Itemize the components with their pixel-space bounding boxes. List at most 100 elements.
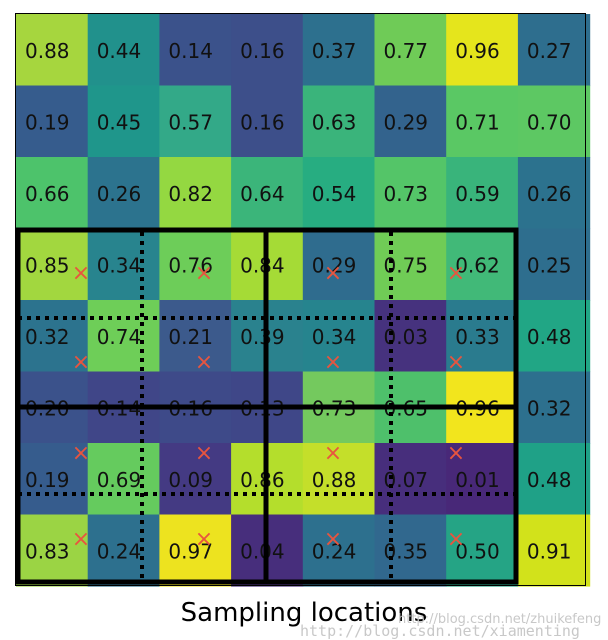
grid-value: 0.29 — [312, 253, 357, 277]
grid-value: 0.16 — [240, 110, 285, 134]
grid-value: 0.96 — [455, 39, 500, 63]
grid-cell — [517, 443, 591, 516]
grid-cell — [159, 85, 232, 158]
grid-value: 0.34 — [312, 325, 357, 349]
roi-sampling-diagram: 0.88 0.44 0.14 0.16 0.37 0.77 0.96 0.27 0.19 0.45… — [15, 13, 591, 587]
grid-value: 0.77 — [384, 39, 429, 63]
grid-cell — [16, 85, 89, 158]
sampling-marker: × — [324, 527, 342, 552]
sampling-marker: × — [447, 261, 465, 286]
grid-value: 0.29 — [384, 110, 429, 134]
grid-cell — [374, 14, 447, 87]
grid-value: 0.19 — [25, 110, 70, 134]
grid-cell — [159, 14, 232, 87]
grid-value-labels: 0.88 0.44 0.14 0.16 0.37 0.77 0.96 0.27 0.19 0.45… — [25, 39, 571, 564]
grid-value: 0.84 — [240, 253, 285, 277]
grid-cell — [517, 228, 591, 301]
grid-cell — [446, 514, 519, 587]
grid-value: 0.32 — [527, 396, 572, 420]
grid-cell — [302, 300, 376, 373]
grid-cell — [302, 443, 376, 516]
grid-value: 0.62 — [455, 253, 500, 277]
grid-cell — [16, 157, 89, 230]
grid-cell — [231, 14, 304, 87]
grid-value: 0.26 — [97, 182, 142, 206]
grid-cell — [16, 514, 89, 587]
grid-value: 0.44 — [97, 39, 142, 63]
grid-cell — [87, 14, 160, 87]
grid-cell — [374, 514, 447, 587]
grid-cell — [302, 228, 376, 301]
grid-value: 0.01 — [455, 468, 500, 492]
grid-value: 0.39 — [240, 325, 285, 349]
grid-value: 0.48 — [527, 325, 572, 349]
grid-value: 0.21 — [168, 325, 213, 349]
grid-cell — [517, 300, 591, 373]
caption: Sampling locations — [180, 598, 428, 628]
sampling-marker: × — [324, 441, 342, 466]
sampling-marker: × — [324, 261, 342, 286]
grid-value: 0.85 — [25, 253, 70, 277]
grid-cell — [87, 300, 160, 373]
grid-cell — [231, 157, 304, 230]
grid-value: 0.54 — [312, 182, 357, 206]
grid-cell — [517, 85, 591, 158]
grid-cell — [446, 443, 519, 516]
grid-value: 0.66 — [25, 182, 70, 206]
grid-value: 0.76 — [168, 253, 213, 277]
grid-value: 0.71 — [455, 110, 500, 134]
grid-value: 0.09 — [168, 468, 213, 492]
sampling-marker: × — [324, 350, 342, 375]
grid-cell — [374, 85, 447, 158]
watermark-url: http://blog.csdn.net/xiamenting — [300, 622, 580, 640]
grid-value: 0.83 — [25, 539, 70, 563]
grid-value: 0.63 — [312, 110, 357, 134]
grid-value: 0.03 — [384, 325, 429, 349]
grid-value: 0.26 — [527, 182, 572, 206]
grid-value: 0.70 — [527, 110, 572, 134]
grid-cell — [374, 443, 447, 516]
grid-cell — [374, 228, 447, 301]
grid-value: 0.32 — [25, 325, 70, 349]
grid-cell — [446, 300, 519, 373]
grid-cell — [374, 300, 447, 373]
grid-cell — [159, 514, 232, 587]
sampling-markers: × × × × × × × × × × × × × × × × — [72, 261, 465, 552]
grid-cell — [159, 300, 232, 373]
grid-cell — [517, 371, 591, 444]
grid-value: 0.14 — [168, 39, 213, 63]
grid-value: 0.24 — [97, 539, 142, 563]
grid-value: 0.34 — [97, 253, 142, 277]
grid-value: 0.33 — [455, 325, 500, 349]
grid-value: 0.73 — [384, 182, 429, 206]
grid-value: 0.74 — [97, 325, 142, 349]
grid-value: 0.82 — [168, 182, 213, 206]
grid-cell — [159, 157, 232, 230]
sampling-marker: × — [195, 527, 213, 552]
grid-cell — [302, 14, 376, 87]
grid-cell — [87, 514, 160, 587]
grid-value: 0.24 — [312, 539, 357, 563]
grid-border — [15, 13, 586, 586]
sampling-marker: × — [72, 441, 90, 466]
sampling-marker: × — [72, 527, 90, 552]
grid-value: 0.69 — [97, 468, 142, 492]
grid-value: 0.88 — [25, 39, 70, 63]
sampling-marker: × — [447, 441, 465, 466]
grid-value: 0.97 — [168, 539, 213, 563]
sampling-marker: × — [447, 527, 465, 552]
grid-value: 0.50 — [455, 539, 500, 563]
grid-value: 0.25 — [527, 253, 572, 277]
sampling-marker: × — [195, 350, 213, 375]
grid-cell — [517, 514, 591, 587]
grid-cell — [16, 14, 89, 87]
grid-value: 0.48 — [527, 468, 572, 492]
sampling-marker: × — [72, 350, 90, 375]
grid-cell — [87, 157, 160, 230]
grid-cell — [159, 228, 232, 301]
grid-value: 0.57 — [168, 110, 213, 134]
grid-value: 0.37 — [312, 39, 357, 63]
grid-cell — [16, 443, 89, 516]
grid-value: 0.19 — [25, 468, 70, 492]
sampling-marker: × — [195, 441, 213, 466]
